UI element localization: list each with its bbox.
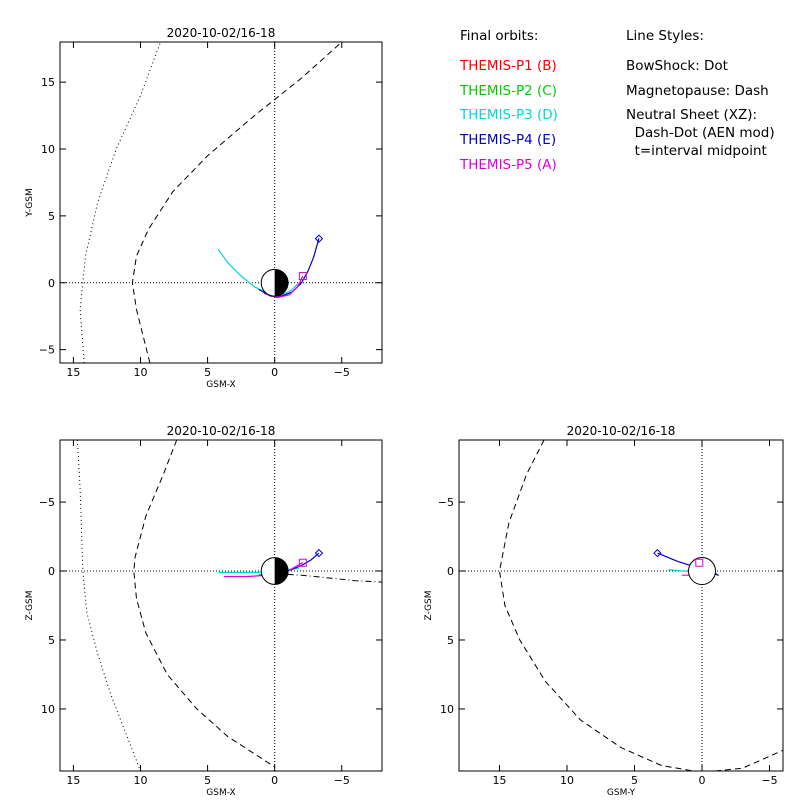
x-tick-label: 15 <box>493 774 507 787</box>
x-tick-label: 10 <box>560 774 574 787</box>
plot-frame <box>458 439 784 772</box>
orbit-end-square-marker <box>298 558 307 567</box>
y-tick-label: 5 <box>447 634 454 647</box>
legend-probe-p5: THEMIS-P5 (A) <box>459 157 557 173</box>
plot-area <box>459 440 783 771</box>
legend-style-magnetopause: Magnetopause: Dash <box>626 83 769 99</box>
y-tick-label: −5 <box>39 344 55 357</box>
neutral-sheet-line <box>274 573 382 583</box>
legend-style-midpoint: t=interval midpoint <box>626 143 767 159</box>
legend-probe-p3: THEMIS-P3 (D) <box>459 107 558 123</box>
legend-style-bowshock: BowShock: Dot <box>626 58 728 74</box>
y-tick-label: −5 <box>39 496 55 509</box>
orbit-line <box>217 248 298 296</box>
legend-orbits-title: Final orbits: <box>460 28 538 44</box>
x-axis-label: GSM-Y <box>607 788 636 798</box>
y-tick-label: 5 <box>48 634 55 647</box>
legend-probe-p4: THEMIS-P4 (E) <box>459 132 556 148</box>
x-tick-label: 0 <box>699 774 706 787</box>
orbit-end-diamond-marker <box>314 548 324 558</box>
y-tick-label: −5 <box>438 496 454 509</box>
x-tick-label: −5 <box>334 366 350 379</box>
y-axis-label: Y-GSM <box>25 188 35 217</box>
x-tick-label: 15 <box>66 774 80 787</box>
plot-area <box>60 42 382 363</box>
x-axis-label: GSM-X <box>206 380 235 390</box>
orbit-end-diamond-marker <box>314 234 324 243</box>
magnetopause-line <box>133 440 275 768</box>
y-tick-label: 0 <box>447 565 454 578</box>
panel-title: 2020-10-02/16-18 <box>167 424 276 438</box>
x-tick-label: 0 <box>271 774 278 787</box>
legend-style-neutral-sheet: Neutral Sheet (XZ): <box>626 107 757 123</box>
legend-probe-p2: THEMIS-P2 (C) <box>459 83 557 99</box>
x-tick-label: 10 <box>134 774 148 787</box>
legend-probe-p1: THEMIS-P1 (B) <box>459 58 557 74</box>
bow-shock-line <box>76 440 141 771</box>
y-tick-label: 10 <box>41 143 55 156</box>
orbit-end-square-marker <box>298 272 307 281</box>
x-tick-label: 10 <box>134 366 148 379</box>
x-tick-label: 5 <box>204 366 211 379</box>
panel-title: 2020-10-02/16-18 <box>167 26 276 40</box>
plot-frame <box>59 41 383 364</box>
y-axis-label: Z-GSM <box>424 590 434 620</box>
panel-title: 2020-10-02/16-18 <box>567 424 676 438</box>
x-tick-label: 5 <box>204 774 211 787</box>
x-tick-label: 0 <box>271 366 278 379</box>
y-tick-label: 10 <box>41 703 55 716</box>
orbit-end-square-marker <box>695 558 704 567</box>
x-tick-label: −5 <box>334 774 350 787</box>
plot-area <box>60 440 382 771</box>
x-tick-label: 15 <box>66 366 80 379</box>
legend-style-dash-dot: Dash-Dot (AEN mod) <box>626 125 775 141</box>
bow-shock-line <box>79 42 162 363</box>
panel-xz-plane: 2020-10-02/16-18 15 10 5 0 −5 −5 0 5 10 GSM-X Z-GSM <box>25 424 383 798</box>
earth-night-side <box>274 269 289 297</box>
x-tick-label: −5 <box>761 774 777 787</box>
plot-frame <box>59 439 383 772</box>
y-tick-label: 0 <box>48 277 55 290</box>
y-tick-label: 5 <box>48 210 55 223</box>
panel-yz-plane: 2020-10-02/16-18 15 10 5 0 −5 −5 0 5 10 GSM-Y Z-GSM <box>424 424 784 798</box>
magnetopause-line <box>499 440 783 771</box>
x-tick-label: 5 <box>631 774 638 787</box>
earth-night-side <box>274 557 289 585</box>
orbit-end-diamond-marker <box>653 548 662 558</box>
y-tick-label: 0 <box>48 565 55 578</box>
legend-styles-title: Line Styles: <box>626 28 704 44</box>
earth-icon <box>688 557 716 586</box>
y-axis-label: Z-GSM <box>25 590 35 620</box>
legend-line-styles: Line Styles: BowShock: Dot Magnetopause:… <box>626 28 775 159</box>
panel-xy-plane: 2020-10-02/16-18 15 10 5 0 −5 −5 0 5 10 15 GSM-X Y-G… <box>25 26 383 390</box>
magnetopause-line <box>131 42 343 363</box>
y-tick-label: 15 <box>41 76 55 89</box>
y-tick-label: 10 <box>440 703 454 716</box>
x-axis-label: GSM-X <box>206 788 235 798</box>
legend-orbits: Final orbits: THEMIS-P1 (B) THEMIS-P2 (C… <box>459 28 558 173</box>
